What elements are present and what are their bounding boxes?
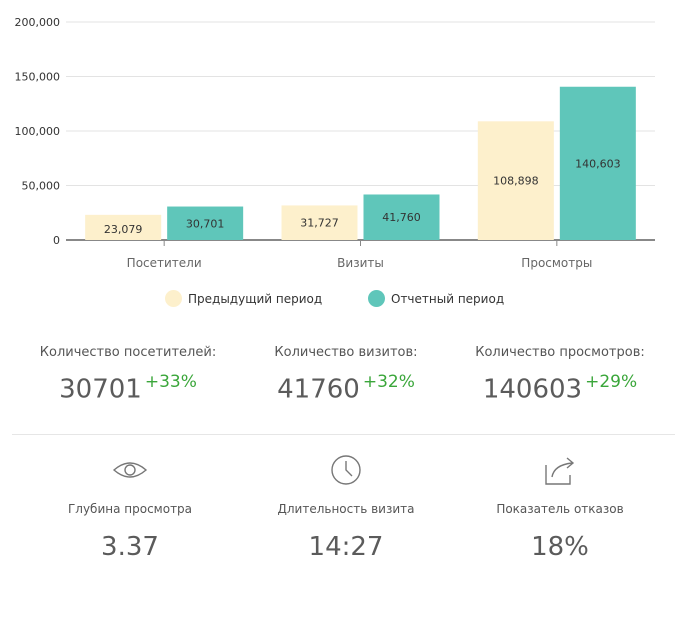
data-label: 23,079: [104, 223, 143, 236]
legend-swatch-previous: [165, 290, 182, 307]
bar-current: [559, 86, 636, 240]
legend-swatch-current: [368, 290, 385, 307]
legend-item-previous[interactable]: Предыдущий период: [165, 290, 322, 307]
y-tick-label: 0: [53, 234, 60, 247]
legend-label-current: Отчетный период: [391, 291, 505, 306]
eye-icon: [10, 452, 250, 488]
stat-value: 30701: [59, 374, 142, 405]
stat-delta: +33%: [144, 372, 197, 392]
y-tick-label: 200,000: [15, 16, 61, 29]
metric-bounce-rate: Показатель отказов 18%: [440, 452, 680, 562]
metric-visit-duration: Длительность визита 14:27: [226, 452, 466, 562]
metric-value: 18%: [531, 532, 589, 562]
stat-value-row: 30701 +33%: [8, 372, 248, 405]
bar-chart: 0 50,000 100,000 150,000 200,000 23,079 30,701…: [15, 16, 655, 270]
y-tick-label: 100,000: [15, 125, 61, 138]
stat-value: 41760: [277, 374, 360, 405]
bar-previous: [281, 205, 358, 240]
legend-label-previous: Предыдущий период: [188, 291, 323, 306]
stat-label: Количество просмотров:: [475, 345, 645, 360]
metric-value: 3.37: [101, 532, 159, 562]
stat-pageviews: Количество просмотров: 140603 +29%: [440, 345, 680, 405]
stat-delta: +32%: [362, 372, 415, 392]
y-tick-label: 150,000: [15, 71, 61, 84]
legend-item-current[interactable]: Отчетный период: [368, 290, 504, 307]
metric-label: Глубина просмотра: [67, 502, 193, 516]
metric-value: 14:27: [308, 532, 384, 562]
x-tick-label: Посетители: [127, 256, 202, 270]
bar-current: [167, 206, 244, 240]
data-label: 41,760: [382, 211, 421, 224]
y-tick-label: 50,000: [22, 180, 61, 193]
bar-current: [363, 194, 440, 240]
metric-view-depth: Глубина просмотра 3.37: [10, 452, 250, 562]
bar-previous: [85, 214, 162, 240]
x-tick-label: Просмотры: [521, 256, 592, 270]
stat-delta: +29%: [585, 372, 638, 392]
metric-label: Показатель отказов: [496, 502, 624, 516]
stat-visits: Количество визитов: 41760 +32%: [226, 345, 466, 405]
stat-value: 140603: [482, 374, 583, 405]
bar-previous: [477, 121, 554, 240]
data-label: 30,701: [186, 217, 225, 230]
stat-label: Количество визитов:: [274, 345, 418, 360]
share-icon: [440, 452, 680, 488]
divider: [12, 434, 675, 435]
chart-legend: Предыдущий период Отчетный период: [0, 290, 700, 312]
stat-visitors: Количество посетителей: 30701 +33%: [8, 345, 248, 405]
data-label: 31,727: [300, 217, 339, 230]
stat-value-row: 41760 +32%: [226, 372, 466, 405]
stat-label: Количество посетителей:: [39, 345, 217, 360]
x-tick-label: Визиты: [337, 256, 384, 270]
metric-label: Длительность визита: [277, 502, 415, 516]
data-label: 140,603: [575, 157, 621, 170]
clock-icon: [226, 452, 466, 488]
data-label: 108,898: [493, 175, 539, 188]
stat-value-row: 140603 +29%: [440, 372, 680, 405]
